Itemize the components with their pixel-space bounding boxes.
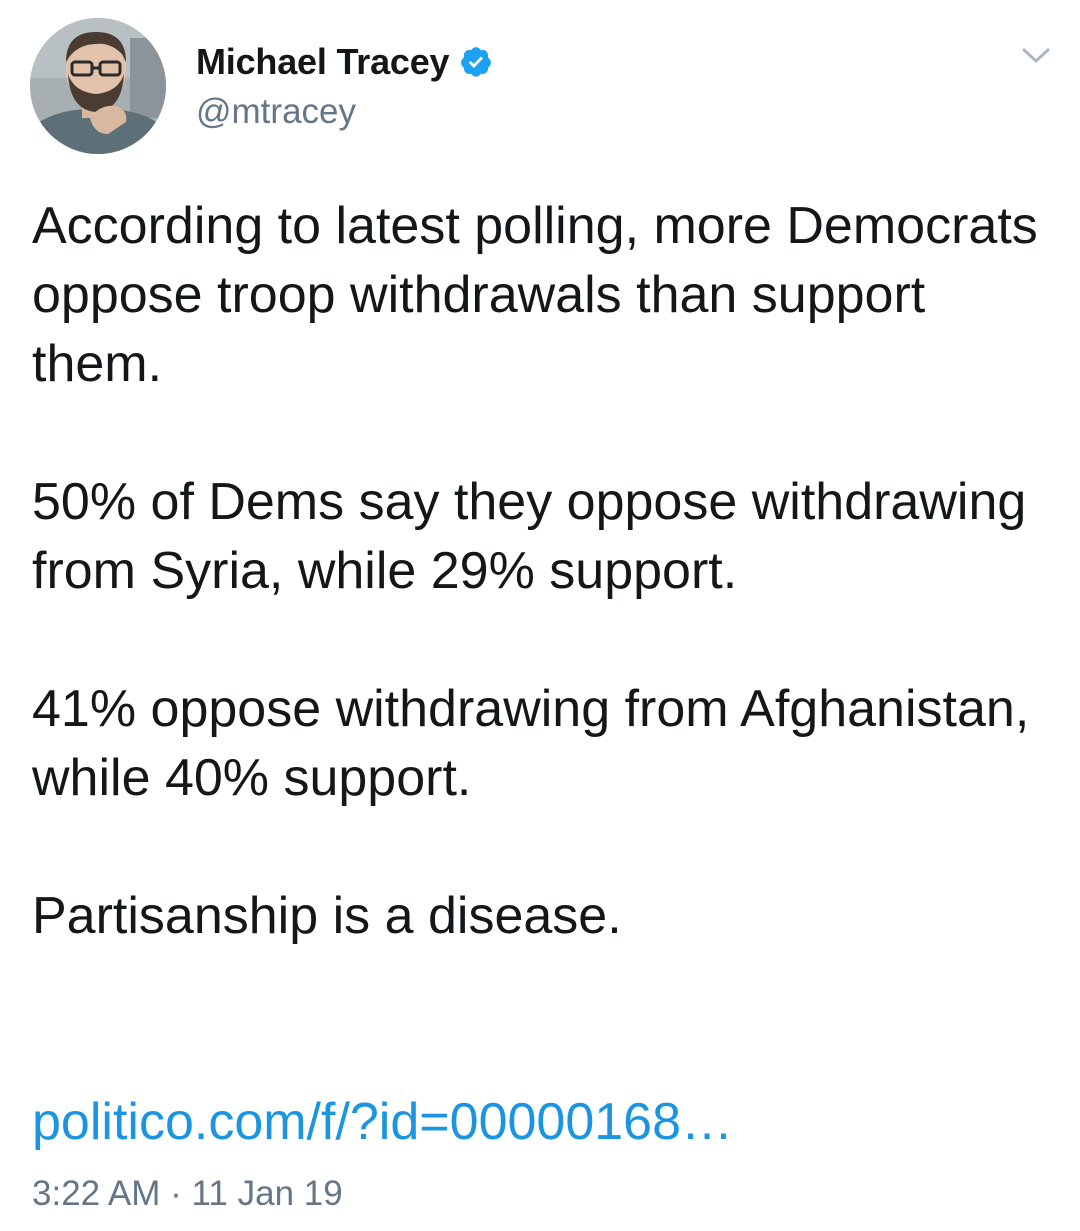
tweet-paragraph: 41% oppose withdrawing from Afghanistan,… [32, 680, 1030, 807]
tweet-time: 3:22 AM [32, 1174, 161, 1213]
tweet-date: 11 Jan 19 [191, 1174, 343, 1213]
avatar[interactable] [30, 18, 166, 154]
tweet-paragraph: According to latest polling, more Democr… [32, 197, 1038, 393]
author-handle[interactable]: @mtracey [196, 92, 356, 131]
tweet-paragraph: 50% of Dems say they oppose withdrawing … [32, 473, 1027, 600]
tweet-timestamp[interactable]: 3:22 AM · 11 Jan 19 [32, 1174, 343, 1214]
tweet-text: According to latest polling, more Democr… [32, 192, 1042, 1020]
verified-badge-icon [461, 47, 492, 77]
avatar-illustration [30, 18, 166, 154]
meta-separator: · [170, 1174, 182, 1213]
chevron-down-icon[interactable] [1016, 40, 1056, 70]
tweet-link[interactable]: politico.com/f/?id=00000168… [32, 1093, 734, 1151]
author-name-row: Michael Tracey [196, 40, 493, 84]
tweet-paragraph: Partisanship is a disease. [32, 887, 622, 945]
author-display-name[interactable]: Michael Tracey [196, 41, 450, 82]
